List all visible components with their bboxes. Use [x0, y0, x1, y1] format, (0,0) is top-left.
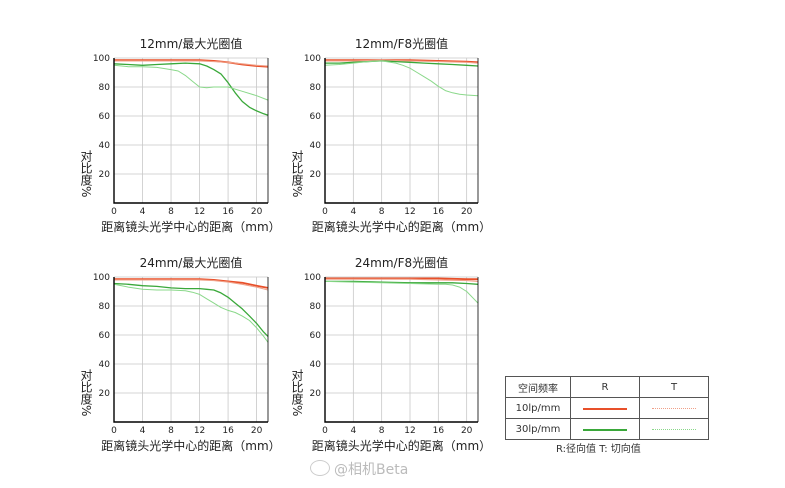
- legend-swatch-30lp-r: [570, 418, 640, 440]
- legend-table: 空间频率 R T 10lp/mm 30lp/mm: [505, 376, 709, 440]
- x-axis-label: 距离镜头光学中心的距离（mm）: [101, 438, 280, 453]
- y-tick-label: 100: [93, 54, 110, 64]
- y-tick-label: 80: [310, 83, 322, 93]
- x-tick-label: 4: [140, 207, 146, 217]
- y-tick-label: 60: [99, 331, 111, 341]
- y-axis-label: 对比度%: [290, 369, 304, 417]
- axis-frame: [113, 58, 268, 204]
- chart-title: 24mm/F8光圈值: [355, 255, 448, 270]
- mtf-chart-4: 0 4 8 12 16 20 20 40 60 80 100 24mm/F8光圈值距离镜头光学中心的距…: [290, 255, 491, 453]
- series-line-r-30lp-mm: [325, 60, 479, 67]
- y-tick-label: 80: [99, 302, 111, 312]
- y-tick-label: 20: [310, 170, 322, 180]
- x-tick-label: 12: [404, 207, 415, 217]
- y-tick-label: 100: [304, 273, 321, 283]
- series-line-r-10lp-mm: [114, 278, 269, 289]
- x-tick-label: 12: [194, 426, 205, 436]
- legend-swatch-10lp-r: [570, 397, 640, 419]
- mtf-chart-2: 0 4 8 12 16 20 20 40 60 80 100 12mm/F8光圈值距离镜头光学中心的距…: [290, 36, 491, 234]
- y-tick-label: 80: [310, 302, 322, 312]
- x-tick-label: 20: [461, 426, 473, 436]
- x-axis-label: 距离镜头光学中心的距离（mm）: [312, 219, 491, 234]
- x-tick-label: 0: [322, 207, 328, 217]
- y-tick-label: 40: [310, 141, 322, 151]
- y-tick-label: 100: [304, 54, 321, 64]
- x-tick-label: 16: [222, 426, 234, 436]
- x-tick-label: 4: [350, 207, 356, 217]
- series-line-t-30lp-mm: [113, 283, 269, 343]
- y-tick-label: 60: [99, 112, 111, 122]
- legend-row-10lp: 10lp/mm: [505, 397, 571, 419]
- x-tick-label: 20: [461, 207, 473, 217]
- x-tick-label: 8: [379, 207, 385, 217]
- chart-title: 12mm/F8光圈值: [355, 36, 448, 51]
- series-line-r-10lp-mm: [114, 59, 269, 68]
- series-line-t-30lp-mm: [113, 64, 269, 101]
- x-tick-label: 20: [251, 426, 263, 436]
- watermark: @相机Beta: [310, 459, 408, 479]
- y-tick-label: 40: [310, 360, 322, 370]
- series-line-t-30lp-mm: [324, 280, 479, 304]
- chart-title: 12mm/最大光圈值: [140, 36, 243, 51]
- x-tick-label: 20: [251, 207, 263, 217]
- axis-frame: [324, 277, 478, 423]
- mtf-chart-1: 0 4 8 12 16 20 20 40 60 80 100 12mm/最大光圈值距离镜头光学中心的距…: [79, 36, 281, 234]
- legend-col-r: R: [570, 376, 640, 398]
- y-tick-label: 20: [99, 170, 111, 180]
- y-axis-label: 对比度%: [79, 150, 93, 198]
- series-line-r-10lp-mm: [325, 277, 478, 281]
- mtf-chart-3: 0 4 8 12 16 20 20 40 60 80 100 24mm/最大光圈值距离镜头光学中心的距…: [79, 255, 281, 453]
- watermark-text: @相机Beta: [334, 462, 409, 478]
- y-axis-label: 对比度%: [290, 150, 304, 198]
- series-line-r-30lp-mm: [325, 280, 479, 285]
- x-axis-label: 距离镜头光学中心的距离（mm）: [101, 219, 280, 234]
- legend-swatch-10lp-t: [639, 397, 709, 419]
- series-line-r-10lp-mm: [325, 59, 479, 64]
- legend-header-label: 空间频率: [505, 376, 571, 398]
- y-axis-label: 对比度%: [79, 369, 93, 417]
- x-tick-label: 12: [404, 426, 415, 436]
- y-tick-label: 60: [310, 112, 322, 122]
- series-line-r-30lp-mm: [113, 282, 269, 337]
- x-tick-label: 0: [111, 426, 117, 436]
- chart-title: 24mm/最大光圈值: [140, 255, 243, 270]
- x-tick-label: 8: [168, 426, 174, 436]
- weibo-icon: [310, 460, 330, 476]
- axis-frame: [324, 58, 478, 204]
- y-tick-label: 20: [310, 389, 322, 399]
- x-tick-label: 4: [350, 426, 356, 436]
- x-tick-label: 16: [222, 207, 234, 217]
- y-tick-label: 80: [99, 83, 111, 93]
- series-line-t-10lp-mm: [325, 278, 479, 282]
- x-tick-label: 16: [433, 207, 445, 217]
- legend-abbreviation-note: R:径向值 T: 切向值: [556, 444, 641, 455]
- legend-row-30lp: 30lp/mm: [505, 418, 571, 440]
- x-tick-label: 4: [140, 426, 146, 436]
- y-tick-label: 40: [99, 141, 111, 151]
- y-tick-label: 40: [99, 360, 111, 370]
- x-tick-label: 12: [194, 207, 205, 217]
- y-tick-label: 20: [99, 389, 111, 399]
- x-tick-label: 0: [322, 426, 328, 436]
- x-tick-label: 8: [168, 207, 174, 217]
- series-line-t-30lp-mm: [324, 60, 479, 97]
- series-line-t-10lp-mm: [325, 59, 479, 64]
- series-line-t-10lp-mm: [114, 279, 269, 291]
- legend-swatch-30lp-t: [639, 418, 709, 440]
- series-line-t-10lp-mm: [114, 60, 269, 67]
- series-line-r-30lp-mm: [113, 62, 269, 116]
- x-axis-label: 距离镜头光学中心的距离（mm）: [312, 438, 491, 453]
- legend-col-t: T: [639, 376, 709, 398]
- axis-frame: [113, 277, 268, 423]
- x-tick-label: 16: [433, 426, 445, 436]
- y-tick-label: 100: [93, 273, 110, 283]
- x-tick-label: 0: [111, 207, 117, 217]
- y-tick-label: 60: [310, 331, 322, 341]
- x-tick-label: 8: [379, 426, 385, 436]
